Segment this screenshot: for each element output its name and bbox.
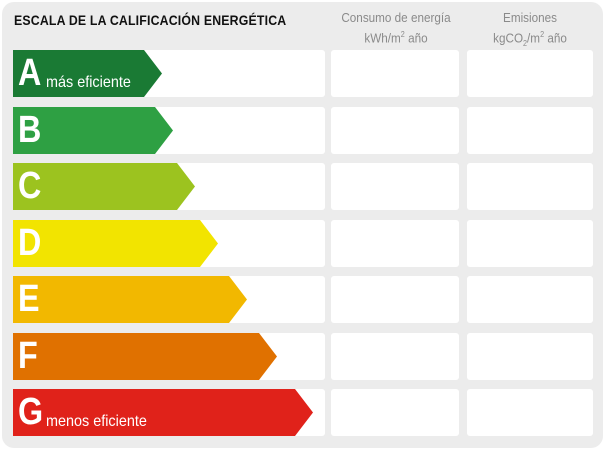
consumption-cell (331, 163, 459, 210)
rating-bar-c: C (13, 163, 195, 210)
consumption-cell (331, 332, 459, 380)
rating-letter: E (18, 278, 40, 320)
column-header-emissions: Emisiones kgCO2/m2 año (473, 9, 586, 52)
emissions-cell (467, 389, 593, 436)
rating-letter: C (18, 165, 42, 207)
consumption-cell (331, 276, 459, 323)
rating-bar-f: F (13, 332, 277, 380)
rating-letter: D (18, 221, 42, 264)
arrow-shape (13, 219, 218, 267)
rating-letter: G (18, 391, 44, 433)
arrow-shape (13, 276, 247, 323)
rating-bar-d: D (13, 219, 218, 267)
rating-letter: F (18, 334, 38, 377)
emissions-cell (467, 219, 593, 267)
label-title: ESCALA DE LA CALIFICACIÓN ENERGÉTICA (14, 12, 287, 28)
rating-caption: más eficiente (46, 74, 131, 91)
column-header-line: Emisiones (503, 10, 557, 25)
arrow-shape (13, 332, 277, 380)
consumption-cell (331, 389, 459, 436)
rating-bar-e: E (13, 276, 247, 323)
rating-bar-b: B (13, 106, 173, 154)
arrow-shape (13, 50, 162, 97)
column-header-consumption: Consumo de energía kWh/m2 año (339, 9, 452, 46)
arrow-shape (13, 389, 313, 436)
emissions-cell (467, 163, 593, 210)
consumption-cell (331, 50, 459, 97)
column-header-unit: kWh/m2 año (364, 30, 428, 46)
column-header-unit: kgCO2/m2 año (493, 30, 567, 48)
column-header-line: Consumo de energía (341, 10, 451, 25)
consumption-cell (331, 219, 459, 267)
rating-letter: A (18, 52, 42, 94)
emissions-cell (467, 106, 593, 154)
rating-caption: menos eficiente (46, 413, 147, 430)
arrow-shape (13, 163, 195, 210)
arrow-shape (13, 106, 173, 154)
rating-letter: B (18, 108, 42, 151)
consumption-cell (331, 106, 459, 154)
emissions-cell (467, 332, 593, 380)
emissions-cell (467, 50, 593, 97)
emissions-cell (467, 276, 593, 323)
